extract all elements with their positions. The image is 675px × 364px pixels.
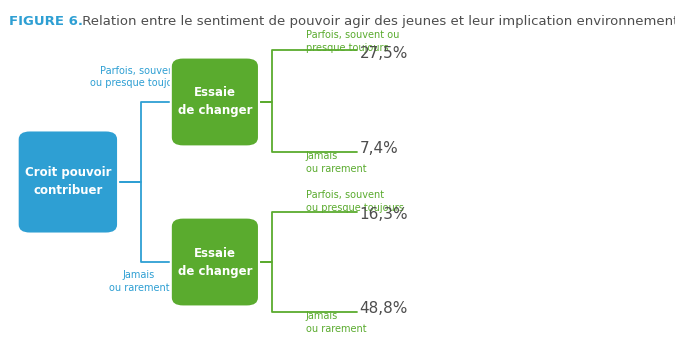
Text: Jamais
ou rarement: Jamais ou rarement [109, 270, 169, 293]
Text: Parfois, souvent
ou presque toujours: Parfois, souvent ou presque toujours [306, 190, 404, 213]
Text: FIGURE 6.: FIGURE 6. [9, 15, 83, 28]
FancyBboxPatch shape [18, 130, 118, 234]
Text: Jamais
ou rarement: Jamais ou rarement [306, 151, 366, 174]
Text: Croit pouvoir
contribuer: Croit pouvoir contribuer [24, 166, 111, 198]
Text: Jamais
ou rarement: Jamais ou rarement [306, 311, 366, 334]
Text: Parfois, souvent ou
presque toujours: Parfois, souvent ou presque toujours [306, 30, 399, 53]
Text: 27,5%: 27,5% [360, 46, 408, 61]
Text: Essaie
de changer: Essaie de changer [178, 87, 252, 118]
Text: Relation entre le sentiment de pouvoir agir des jeunes et leur implication envir: Relation entre le sentiment de pouvoir a… [78, 15, 675, 28]
Text: 7,4%: 7,4% [360, 141, 398, 156]
Text: Essaie
de changer: Essaie de changer [178, 246, 252, 277]
FancyBboxPatch shape [171, 218, 259, 306]
Text: Parfois, souvent
ou presque toujours: Parfois, souvent ou presque toujours [90, 66, 188, 88]
Text: 48,8%: 48,8% [360, 301, 408, 316]
FancyBboxPatch shape [171, 58, 259, 146]
Text: 16,3%: 16,3% [360, 207, 408, 222]
